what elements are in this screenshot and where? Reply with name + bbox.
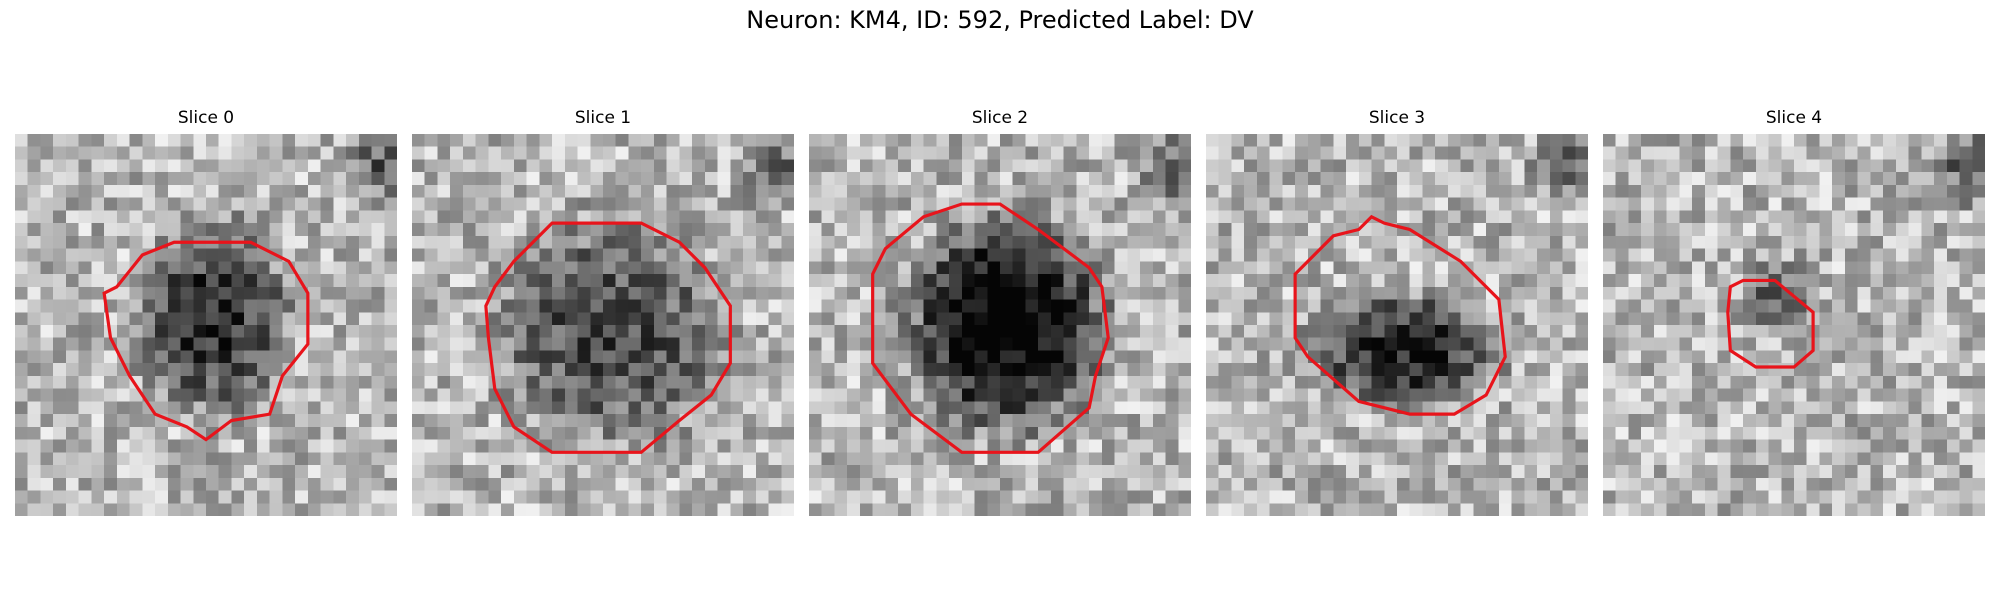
roi-contour-2	[871, 202, 1110, 454]
roi-contour-1	[484, 221, 732, 454]
slice-panel-1: Slice 1	[412, 106, 794, 516]
slice-title-0: Slice 0	[177, 108, 235, 128]
slice-image-0	[15, 134, 397, 516]
slice-image-2	[809, 134, 1191, 516]
slice-title-3: Slice 3	[1368, 108, 1426, 128]
slice-image-1	[412, 134, 794, 516]
slice-title-2: Slice 2	[971, 108, 1029, 128]
roi-contour-0	[102, 240, 310, 442]
slice-panel-4: Slice 4	[1603, 106, 1985, 516]
slice-panel-0: Slice 0	[15, 106, 397, 516]
roi-contour-4	[1726, 278, 1815, 369]
slice-image-4	[1603, 134, 1985, 516]
figure-title: Neuron: KM4, ID: 592, Predicted Label: D…	[746, 6, 1254, 34]
slice-image-3	[1206, 134, 1588, 516]
slice-title-1: Slice 1	[574, 108, 632, 128]
slice-panel-3: Slice 3	[1206, 106, 1588, 516]
slice-title-4: Slice 4	[1765, 108, 1823, 128]
slice-panel-2: Slice 2	[809, 106, 1191, 516]
roi-contour-3	[1293, 214, 1507, 416]
